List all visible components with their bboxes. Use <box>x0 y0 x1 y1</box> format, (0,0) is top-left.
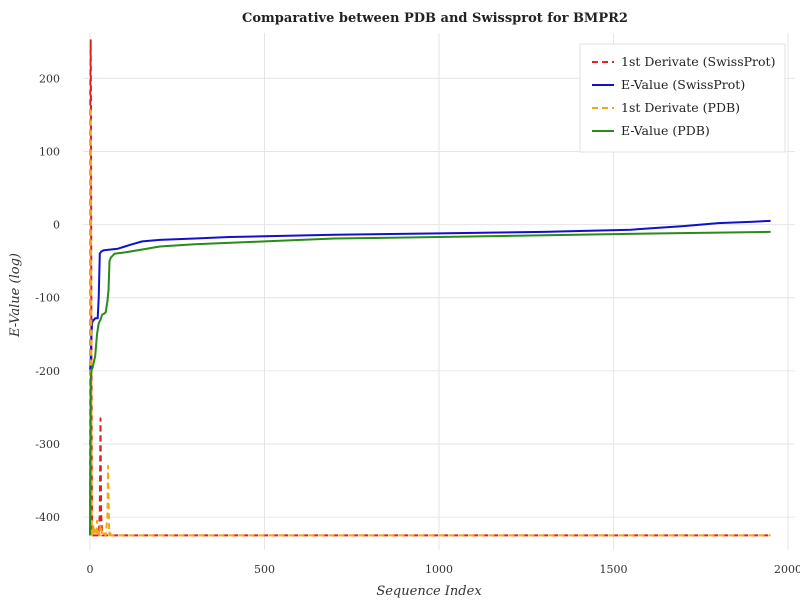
series-line-2 <box>89 219 771 371</box>
series-layer <box>89 39 771 537</box>
legend-label: 1st Derivate (SwissProt) <box>621 54 775 69</box>
legend-box <box>579 43 786 153</box>
legend: 1st Derivate (SwissProt) E-Value (SwissPr… <box>579 43 786 153</box>
x-tick-label: 0 <box>86 563 93 576</box>
y-axis-label: E-Value (log) <box>8 253 23 338</box>
x-tick-label: 2000 <box>774 563 800 576</box>
legend-label: 1st Derivate (PDB) <box>621 100 740 115</box>
series-line-1 <box>89 39 771 537</box>
series-line-4 <box>89 230 771 536</box>
x-tick-label: 1000 <box>425 563 453 576</box>
x-axis-label: Sequence Index <box>376 584 482 599</box>
y-tick-label: -200 <box>35 365 60 378</box>
series-line-3 <box>89 106 771 537</box>
x-tick-label: 500 <box>254 563 275 576</box>
legend-label: E-Value (PDB) <box>621 123 710 138</box>
y-tick-label: -100 <box>35 292 60 305</box>
y-tick-label: 0 <box>53 219 60 232</box>
y-tick-label: 100 <box>39 145 60 158</box>
x-tick-label: 1500 <box>600 563 628 576</box>
grid-layer <box>83 33 795 550</box>
chart-title: Comparative between PDB and Swissprot fo… <box>242 11 628 26</box>
y-tick-label: -400 <box>35 511 60 524</box>
y-tick-label: -300 <box>35 438 60 451</box>
legend-label: E-Value (SwissProt) <box>621 77 745 92</box>
y-tick-label: 200 <box>39 72 60 85</box>
